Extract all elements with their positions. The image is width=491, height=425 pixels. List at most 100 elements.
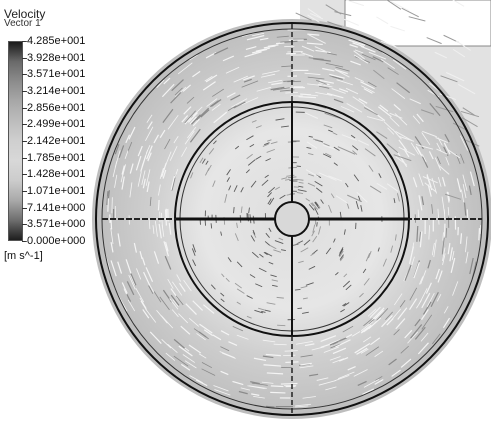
legend-tick-label: 3.571e+000 [27,218,86,231]
velocity-vector [190,172,194,179]
velocity-vector [367,81,377,88]
velocity-vector [168,222,172,235]
velocity-vector [307,173,315,177]
velocity-vector [259,37,269,41]
velocity-vector [322,153,332,159]
velocity-vector [319,79,334,84]
velocity-vector [339,356,349,362]
velocity-vector [210,284,216,290]
velocity-vector [268,261,274,265]
velocity-vector [192,118,200,127]
velocity-vector [344,18,359,26]
velocity-vector [255,155,262,160]
velocity-vector [307,83,322,86]
legend-tick-mark [22,91,27,92]
velocity-vector [286,174,295,177]
velocity-vector [360,348,369,354]
velocity-vector [233,206,235,214]
velocity-vector [205,74,218,83]
velocity-vector [142,309,150,319]
velocity-vector [264,142,270,146]
velocity-vector [298,181,304,184]
velocity-vector [298,185,304,188]
velocity-vector [372,307,385,320]
velocity-vector [393,198,396,204]
velocity-vector [164,241,169,252]
velocity-vector [327,21,343,28]
velocity-vector [263,364,281,367]
velocity-vector [442,232,444,241]
velocity-vector [141,170,146,185]
velocity-vector [395,318,406,330]
velocity-vector [213,385,229,392]
velocity-vector [211,98,222,107]
velocity-vector [389,112,403,119]
velocity-vector [142,178,146,189]
velocity-vector [249,274,256,279]
velocity-vector [167,114,179,130]
velocity-vector [248,207,250,214]
velocity-vector [416,299,422,309]
velocity-vector [305,169,319,178]
velocity-vector [426,293,435,308]
velocity-vector [279,194,286,200]
velocity-vector [193,328,209,340]
velocity-vector [328,175,343,182]
velocity-vector [281,65,293,68]
velocity-vector [350,134,356,139]
velocity-vector [346,0,365,7]
velocity-vector [158,223,162,239]
velocity-vector [147,152,152,162]
velocity-vector [162,169,167,179]
velocity-vector [431,242,435,256]
velocity-vector [170,175,176,190]
velocity-vector [325,386,337,391]
velocity-vector [452,281,459,296]
velocity-vector [301,45,315,52]
velocity-vector [329,356,341,361]
velocity-vector [161,339,172,349]
velocity-vector [363,318,373,327]
legend-tick-label: 1.785e+001 [27,151,86,164]
velocity-vector [270,141,278,145]
velocity-vector [226,169,231,176]
velocity-vector [352,331,361,337]
velocity-vector [313,58,331,62]
velocity-vector [147,280,155,293]
velocity-vector [331,87,346,94]
velocity-vector [413,261,420,279]
velocity-vector [240,387,251,391]
velocity-vector [387,67,399,75]
velocity-vector [306,42,323,46]
velocity-vector [398,146,416,156]
velocity-vector [325,62,344,68]
velocity-vector [173,136,179,144]
velocity-vector [224,194,228,203]
legend-subtitle: Vector 1 [4,18,41,29]
velocity-vector [343,273,348,278]
velocity-vector [167,278,174,289]
velocity-vector [184,130,195,145]
velocity-vector [203,329,214,337]
velocity-vector [266,372,284,375]
velocity-vector [140,300,147,310]
velocity-vector [311,230,315,237]
velocity-vector [368,165,374,172]
velocity-vector [450,257,456,273]
velocity-vector [363,378,380,388]
velocity-vector [246,153,253,160]
velocity-vector [322,67,335,72]
velocity-vector [310,252,315,257]
velocity-vector [318,380,337,386]
velocity-vector [433,239,437,258]
velocity-vector [315,92,333,96]
velocity-vector [307,14,320,23]
velocity-vector [234,233,239,241]
velocity-vector [184,110,196,124]
velocity-vector [280,249,286,252]
velocity-vector [133,242,138,253]
velocity-vector [213,111,228,124]
velocity-vector [307,76,325,80]
velocity-vector [324,112,342,120]
velocity-vector [395,156,407,166]
